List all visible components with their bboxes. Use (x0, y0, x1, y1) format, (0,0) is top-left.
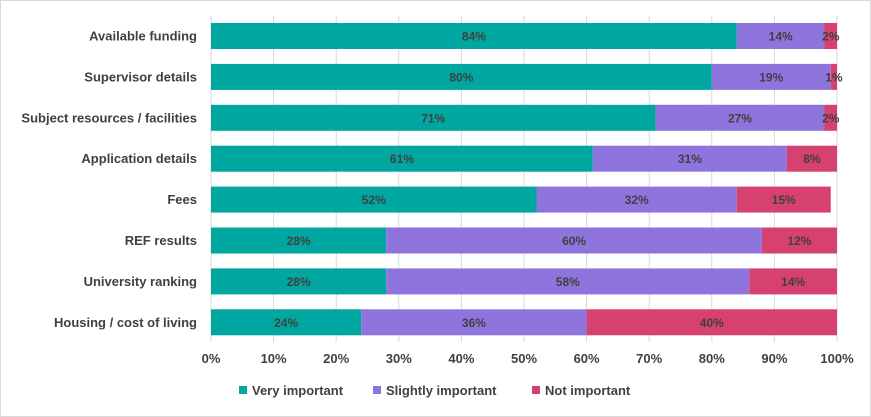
data-label: 58% (556, 275, 580, 289)
data-label: 36% (462, 316, 486, 330)
x-tick-label: 0% (202, 351, 221, 366)
data-label: 28% (287, 234, 311, 248)
bar-segment (655, 104, 825, 131)
bar-segment (386, 227, 762, 254)
x-tick-label: 50% (511, 351, 537, 366)
data-label: 31% (678, 152, 702, 166)
data-label: 15% (772, 193, 796, 207)
bar-segment (536, 186, 737, 213)
x-tick-label: 60% (574, 351, 600, 366)
bar-segment (211, 309, 362, 336)
bar-segment (824, 23, 837, 49)
bar-segment (761, 227, 837, 254)
bar-segment (211, 23, 737, 49)
bars: 84% 14% 2% 80% 19% 1% 71% 27% 2% 61% 31% 8% 52% 32% 15… (211, 23, 843, 336)
data-label: 2% (822, 30, 840, 44)
bar-segment (786, 145, 837, 172)
data-label: 1% (825, 70, 843, 84)
data-label: 71% (421, 111, 445, 125)
data-label: 12% (787, 234, 811, 248)
data-label: 2% (822, 111, 840, 125)
x-tick-label: 100% (820, 351, 854, 366)
bar-segment (749, 268, 837, 295)
data-label: 24% (274, 316, 298, 330)
legend-label: Slightly important (386, 383, 497, 398)
data-label: 32% (625, 193, 649, 207)
legend-label: Not important (545, 383, 631, 398)
bar-segment (211, 104, 656, 131)
data-label: 52% (362, 193, 386, 207)
category-label: REF results (125, 233, 197, 248)
bar-segment (211, 186, 537, 213)
data-label: 61% (390, 152, 414, 166)
data-label: 8% (803, 152, 821, 166)
bar-segment (592, 145, 787, 172)
x-tick-label: 40% (448, 351, 474, 366)
legend-swatch (373, 386, 381, 394)
x-tick-label: 30% (386, 351, 412, 366)
bar-segment (386, 268, 750, 295)
legend-swatch (532, 386, 540, 394)
bar-segment (736, 23, 825, 49)
x-tick-label: 20% (323, 351, 349, 366)
category-label: Application details (81, 151, 197, 166)
x-tick-label: 80% (699, 351, 725, 366)
category-label: Subject resources / facilities (21, 110, 197, 125)
category-label: Fees (167, 192, 197, 207)
category-label: Available funding (89, 29, 197, 44)
bar-segment (211, 227, 387, 254)
data-label: 19% (759, 70, 783, 84)
bar-segment (824, 104, 837, 131)
bar-segment (211, 63, 712, 90)
data-label: 14% (769, 30, 793, 44)
bar-segment (361, 309, 587, 336)
legend-label: Very important (252, 383, 344, 398)
category-label: University ranking (84, 274, 197, 289)
bar-segment (211, 145, 593, 172)
bar-segment (711, 63, 831, 90)
bar-segment (211, 268, 387, 295)
data-label: 14% (781, 275, 805, 289)
bar-segment (586, 309, 837, 336)
category-label: Supervisor details (84, 69, 197, 84)
bar-segment (830, 63, 837, 90)
data-label: 80% (449, 70, 473, 84)
x-tick-label: 70% (636, 351, 662, 366)
data-label: 27% (728, 111, 752, 125)
data-label: 40% (700, 316, 724, 330)
legend: Very important Slightly important Not impo… (239, 383, 631, 398)
data-label: 84% (462, 30, 486, 44)
legend-swatch (239, 386, 247, 394)
category-label: Housing / cost of living (54, 315, 197, 330)
data-label: 28% (287, 275, 311, 289)
x-tick-label: 10% (261, 351, 287, 366)
data-label: 60% (562, 234, 586, 248)
bar-segment (736, 186, 831, 213)
x-tick-label: 90% (761, 351, 787, 366)
